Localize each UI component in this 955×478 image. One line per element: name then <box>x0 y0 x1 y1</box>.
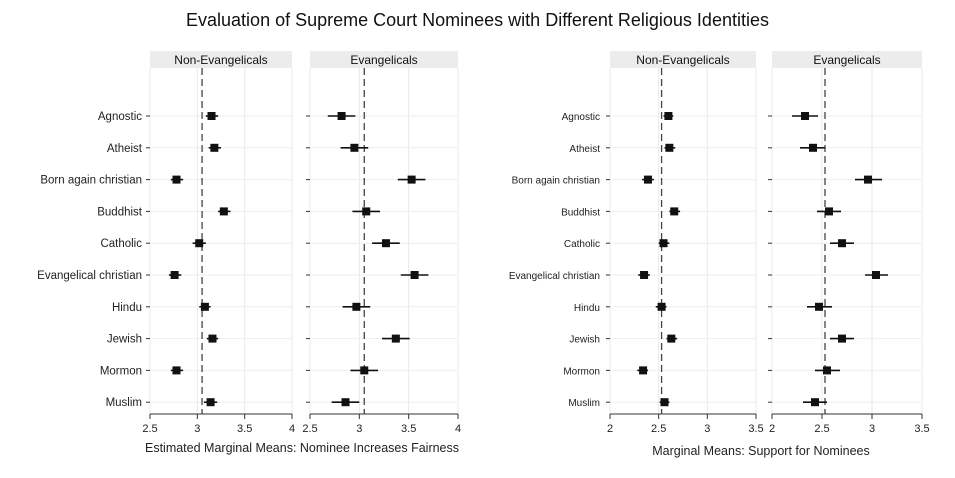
figure-title: Evaluation of Supreme Court Nominees wit… <box>186 10 769 30</box>
chart2-panel1-x-tick-label-2: 3 <box>704 423 710 435</box>
chart1-panel1-x-tick-label-0: 2.5 <box>142 423 157 435</box>
chart1-panel2-x-tick-label-2: 3.5 <box>401 423 416 435</box>
chart2-category-label-8: Mormon <box>563 366 600 377</box>
chart2-category-label-2: Born again christian <box>512 176 600 187</box>
chart1-panel1-point-4 <box>195 239 204 248</box>
chart2-panel2-point-3 <box>825 207 833 216</box>
chart2-panel1-strip-label: Non-Evangelicals <box>636 53 729 67</box>
chart2-panel2-x-tick-label-1: 2.5 <box>814 423 829 435</box>
chart2-category-label-6: Hindu <box>574 303 600 314</box>
chart2-panel2-point-9 <box>811 398 819 407</box>
chart2-panel2-x-tick-label-3: 3.5 <box>914 423 929 435</box>
chart1-panel2-point-2 <box>407 175 416 184</box>
chart1-panel1-point-7 <box>208 334 217 343</box>
chart1-category-label-0: Agnostic <box>98 111 142 123</box>
chart1-panel1-point-6 <box>200 302 209 311</box>
chart2-panel1-point-5 <box>640 271 649 279</box>
chart1-category-label-3: Buddhist <box>97 206 143 218</box>
chart1-panel1-point-1 <box>210 143 219 152</box>
chart1-panel2-point-3 <box>362 207 371 216</box>
chart2-panel2-x-tick-label-0: 2 <box>769 423 775 435</box>
chart1-panel1-point-8 <box>172 366 181 375</box>
chart1-category-label-8: Mormon <box>100 365 142 377</box>
chart2-panel2-point-7 <box>838 334 846 343</box>
chart2-panel1-x-tick-label-0: 2 <box>607 423 613 435</box>
chart1-category-label-9: Muslim <box>106 397 142 409</box>
chart2-category-label-5: Evangelical christian <box>509 271 600 282</box>
chart2-panel1-point-3 <box>670 207 679 216</box>
chart2-category-label-9: Muslim <box>568 398 600 409</box>
chart2-category-label-3: Buddhist <box>561 207 600 218</box>
chart1-category-label-1: Atheist <box>107 143 143 155</box>
chart2-panel1-point-0 <box>664 112 673 120</box>
chart1-category-label-5: Evangelical christian <box>37 270 142 282</box>
chart2-panel1-point-4 <box>659 239 668 248</box>
chart1-panel1-point-3 <box>219 207 228 216</box>
chart2-panel1-strip <box>610 51 756 68</box>
chart1-panel2-point-5 <box>410 271 419 279</box>
chart1-panel2-point-4 <box>381 239 390 248</box>
chart1-panel2-point-0 <box>337 112 346 120</box>
chart1-panel1-strip <box>150 51 292 68</box>
chart1-panel1-strip-label: Non-Evangelicals <box>174 53 267 67</box>
chart1-panel1-point-2 <box>172 175 181 184</box>
chart2-panel1-point-7 <box>667 334 676 343</box>
chart1-panel1-x-tick-label-3: 4 <box>289 423 295 435</box>
chart1-panel1-point-5 <box>170 271 179 279</box>
chart2-panel2-point-8 <box>823 366 831 375</box>
chart1-x-axis-title: Estimated Marginal Means: Nominee Increa… <box>145 441 459 455</box>
chart2-panel2-strip <box>772 51 922 68</box>
chart2-category-label-1: Atheist <box>569 144 600 155</box>
chart1-panel2-x-tick-label-0: 2.5 <box>302 423 317 435</box>
chart2-panel1-x-tick-label-1: 2.5 <box>651 423 666 435</box>
chart2-panel2-point-5 <box>872 271 880 279</box>
chart2-category-label-0: Agnostic <box>562 112 600 123</box>
chart1-category-label-7: Jewish <box>107 334 142 346</box>
chart1-panel1-x-tick-label-1: 3 <box>194 423 200 435</box>
chart1-panel2-strip-label: Evangelicals <box>350 53 417 67</box>
chart1-panel2-point-7 <box>391 334 400 343</box>
chart1-panel1-point-0 <box>207 112 216 120</box>
chart2-panel2-strip-label: Evangelicals <box>813 53 880 67</box>
chart2-panel1-point-1 <box>665 143 674 152</box>
chart1-panel2-x-tick-label-1: 3 <box>356 423 362 435</box>
chart1-panel2-point-8 <box>360 366 369 375</box>
chart2-panel2-point-6 <box>815 302 823 311</box>
chart2-panel1-point-2 <box>643 175 652 184</box>
chart1-category-label-4: Catholic <box>100 238 142 250</box>
chart2-panel1-point-8 <box>639 366 648 375</box>
chart2-panel1-point-9 <box>660 398 669 407</box>
chart1-panel2-point-6 <box>352 302 361 311</box>
chart1-panel1-point-9 <box>206 398 215 407</box>
chart1-category-label-2: Born again christian <box>40 175 142 187</box>
chart2-panel2-point-1 <box>809 143 817 152</box>
chart1-panel2-strip <box>310 51 458 68</box>
chart2-panel1-x-tick-label-3: 3.5 <box>748 423 763 435</box>
chart1-category-label-6: Hindu <box>112 302 142 314</box>
chart1-panel2-point-9 <box>341 398 350 407</box>
chart2-panel2-x-tick-label-2: 3 <box>869 423 875 435</box>
chart1-panel1-x-tick-label-2: 3.5 <box>237 423 252 435</box>
chart2-panel2-point-0 <box>801 112 809 120</box>
chart2-category-label-4: Catholic <box>564 239 600 250</box>
chart2-panel1-point-6 <box>657 302 666 311</box>
chart1-panel2-point-1 <box>350 143 359 152</box>
chart2-x-axis-title: Marginal Means: Support for Nominees <box>652 444 869 458</box>
chart2-panel2-point-2 <box>864 175 872 184</box>
chart2-panel2-point-4 <box>838 239 846 248</box>
chart2-category-label-7: Jewish <box>569 335 600 346</box>
chart1-panel2-x-tick-label-3: 4 <box>455 423 461 435</box>
